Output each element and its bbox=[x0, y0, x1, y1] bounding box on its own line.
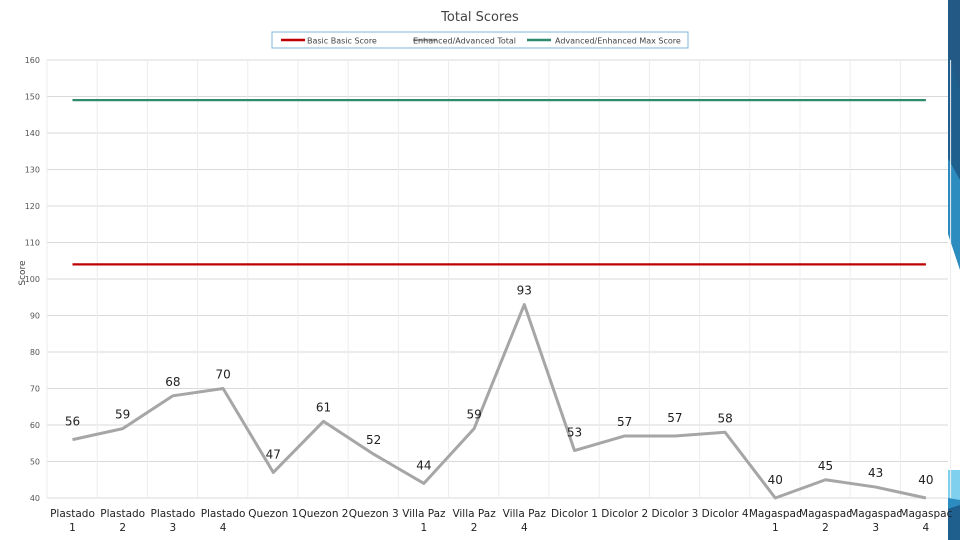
x-category-label: Dicolor 2 bbox=[601, 508, 648, 520]
x-category-sublabel: 1 bbox=[69, 522, 76, 534]
chart-title: Total Scores bbox=[440, 10, 519, 25]
x-category-sublabel: 1 bbox=[772, 522, 779, 534]
y-tick-label: 120 bbox=[25, 202, 40, 211]
legend-label: Advanced/Enhanced Max Score bbox=[555, 37, 681, 46]
x-category-sublabel: 2 bbox=[119, 522, 126, 534]
data-label: 40 bbox=[768, 473, 783, 487]
data-label: 53 bbox=[567, 426, 582, 440]
data-label: 57 bbox=[667, 411, 682, 425]
data-label: 43 bbox=[868, 466, 883, 480]
y-tick-label: 70 bbox=[30, 385, 40, 394]
x-category-label: Plastado bbox=[50, 508, 95, 520]
x-axis-categories: Plastado 1 Plastado 2 Plastado 3 Plastado 4 Quez… bbox=[50, 508, 952, 534]
x-category-label: Magaspac bbox=[749, 508, 802, 520]
y-tick-label: 160 bbox=[25, 56, 40, 65]
x-category-label: Villa Paz bbox=[452, 508, 496, 520]
y-axis-label: Score bbox=[18, 260, 28, 286]
y-axis-ticks: 40 50 60 70 80 90 100 110 120 130 140 150 160 bbox=[25, 56, 40, 503]
y-tick-label: 130 bbox=[25, 166, 40, 175]
x-category-sublabel: 1 bbox=[421, 522, 428, 534]
y-tick-label: 100 bbox=[25, 275, 40, 284]
x-category-label: Magaspac bbox=[899, 508, 952, 520]
x-category-label: Dicolor 1 bbox=[551, 508, 598, 520]
y-tick-label: 40 bbox=[30, 494, 40, 503]
y-tick-label: 150 bbox=[25, 93, 40, 102]
x-gridlines bbox=[46, 60, 952, 498]
x-category-label: Plastado bbox=[151, 508, 196, 520]
legend-box bbox=[271, 31, 689, 49]
x-category-label: Plastado bbox=[100, 508, 145, 520]
legend-label: Enhanced/Advanced Total bbox=[413, 37, 516, 46]
data-label: 68 bbox=[165, 375, 180, 389]
data-label: 93 bbox=[517, 284, 532, 298]
data-label: 56 bbox=[65, 415, 80, 429]
data-label: 45 bbox=[818, 459, 833, 473]
x-category-label: Dicolor 4 bbox=[702, 508, 749, 520]
data-label: 58 bbox=[717, 411, 732, 425]
data-label: 70 bbox=[215, 368, 230, 382]
data-label: 44 bbox=[416, 458, 431, 472]
x-category-sublabel: 3 bbox=[872, 522, 879, 534]
x-category-label: Villa Paz bbox=[503, 508, 547, 520]
data-label: 40 bbox=[918, 473, 933, 487]
data-label: 47 bbox=[266, 447, 281, 461]
y-tick-label: 140 bbox=[25, 129, 40, 138]
y-tick-label: 110 bbox=[25, 239, 40, 248]
x-category-label: Dicolor 3 bbox=[651, 508, 698, 520]
legend: Basic Basic Score Enhanced/Advanced Total… bbox=[281, 37, 681, 46]
data-label: 59 bbox=[466, 408, 481, 422]
y-tick-label: 80 bbox=[30, 348, 40, 357]
data-labels: 56 59 68 70 47 61 52 44 59 93 53 57 57 58 40 45 43 40 bbox=[65, 284, 934, 487]
x-category-label: Quezon 1 bbox=[248, 508, 298, 520]
data-label: 57 bbox=[617, 415, 632, 429]
y-tick-label: 60 bbox=[30, 421, 40, 430]
x-category-label: Villa Paz bbox=[402, 508, 446, 520]
x-category-label: Magaspac bbox=[849, 508, 902, 520]
x-category-sublabel: 2 bbox=[822, 522, 829, 534]
x-category-label: Magaspac bbox=[799, 508, 852, 520]
series-lines bbox=[72, 99, 927, 500]
data-label: 59 bbox=[115, 408, 130, 422]
x-category-label: Plastado bbox=[201, 508, 246, 520]
x-category-sublabel: 3 bbox=[170, 522, 177, 534]
x-category-sublabel: 4 bbox=[521, 522, 528, 534]
y-tick-label: 50 bbox=[30, 458, 40, 467]
x-category-sublabel: 4 bbox=[220, 522, 227, 534]
x-category-label: Quezon 2 bbox=[299, 508, 349, 520]
x-category-label: Quezon 3 bbox=[349, 508, 399, 520]
x-category-sublabel: 4 bbox=[923, 522, 930, 534]
legend-label: Basic Basic Score bbox=[307, 37, 377, 46]
x-category-sublabel: 2 bbox=[471, 522, 478, 534]
data-label: 61 bbox=[316, 400, 331, 414]
series-line bbox=[72, 303, 927, 500]
data-label: 52 bbox=[366, 433, 381, 447]
y-tick-label: 90 bbox=[30, 312, 40, 321]
